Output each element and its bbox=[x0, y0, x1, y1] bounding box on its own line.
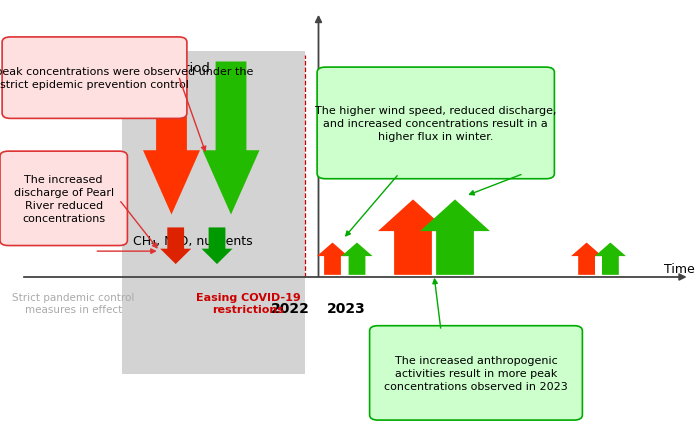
Text: 2022: 2022 bbox=[271, 301, 310, 315]
Polygon shape bbox=[143, 62, 200, 215]
Polygon shape bbox=[202, 62, 260, 215]
Polygon shape bbox=[317, 243, 348, 275]
Polygon shape bbox=[378, 200, 448, 275]
Text: Time: Time bbox=[664, 262, 694, 275]
Text: Almost no peak concentrations were observed under the
strict epidemic prevention: Almost no peak concentrations were obser… bbox=[0, 67, 253, 90]
Polygon shape bbox=[595, 243, 626, 275]
FancyBboxPatch shape bbox=[317, 68, 554, 179]
FancyBboxPatch shape bbox=[370, 326, 582, 420]
Polygon shape bbox=[160, 228, 191, 264]
Polygon shape bbox=[420, 200, 490, 275]
Text: The higher wind speed, reduced discharge,
and increased concentrations result in: The higher wind speed, reduced discharge… bbox=[315, 105, 556, 142]
Text: Easing COVID-19
restrictions: Easing COVID-19 restrictions bbox=[196, 292, 301, 314]
Text: The increased anthropogenic
activities result in more peak
concentrations observ: The increased anthropogenic activities r… bbox=[384, 355, 568, 391]
Polygon shape bbox=[342, 243, 372, 275]
FancyBboxPatch shape bbox=[0, 152, 127, 246]
FancyBboxPatch shape bbox=[2, 38, 187, 119]
Text: Strict pandemic control
measures in effect: Strict pandemic control measures in effe… bbox=[13, 292, 134, 314]
Bar bbox=[122, 52, 304, 374]
Polygon shape bbox=[202, 228, 232, 264]
Polygon shape bbox=[571, 243, 602, 275]
Text: Calm Period: Calm Period bbox=[130, 62, 209, 75]
Text: 2023: 2023 bbox=[327, 301, 366, 315]
Text: CH₄, N₂O, nutrients: CH₄, N₂O, nutrients bbox=[133, 234, 252, 247]
Text: The increased
discharge of Pearl
River reduced
concentrations: The increased discharge of Pearl River r… bbox=[13, 174, 114, 224]
